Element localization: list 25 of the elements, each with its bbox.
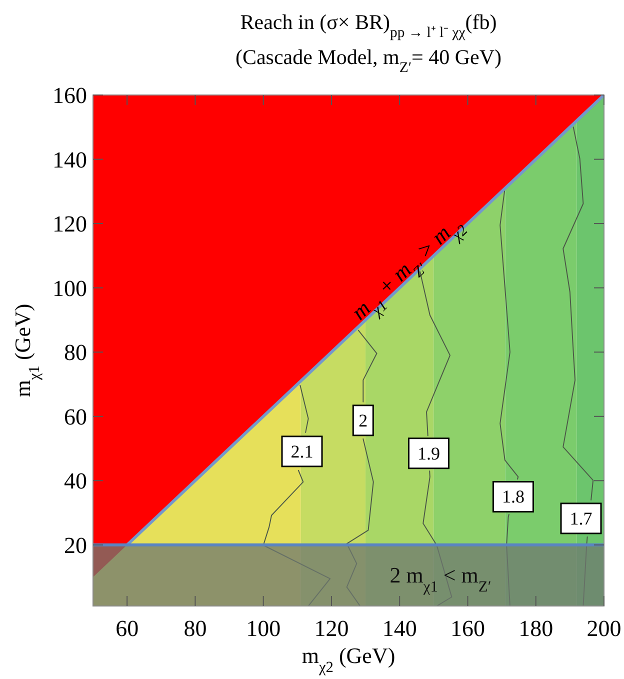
series-label: 1.9 xyxy=(417,443,440,464)
y-tick-label: 20 xyxy=(64,532,87,558)
y-tick-label: 60 xyxy=(64,404,87,430)
y-tick-label: 120 xyxy=(52,212,87,237)
y-tick-label: 100 xyxy=(52,276,87,301)
x-tick-label: 180 xyxy=(518,616,554,641)
y-tick-label: 160 xyxy=(52,83,87,108)
x-tick-label: 80 xyxy=(184,616,207,641)
y-tick-label: 40 xyxy=(64,468,87,494)
x-tick-label: 160 xyxy=(450,616,485,641)
series-label: 1.8 xyxy=(502,486,524,507)
x-tick-label: 200 xyxy=(586,616,622,641)
series-label: 2.1 xyxy=(290,441,314,462)
chart-subtitle: (Cascade Model, m$_{Z′}$= 40 GeV) xyxy=(235,45,502,76)
x-tick-label: 140 xyxy=(382,616,417,641)
series-label: 2 xyxy=(358,410,368,430)
x-tick-label: 100 xyxy=(246,616,281,641)
x-tick-label: 60 xyxy=(116,616,139,641)
x-tick-label: 120 xyxy=(314,616,349,641)
x-axis-title: m$_{χ2}$ (GeV) xyxy=(302,643,396,676)
y-tick-label: 140 xyxy=(52,147,87,172)
chart-title: Reach in (σ× BR)$_{pp → l⁺ l⁻ χχ}$(fb) xyxy=(240,10,497,41)
series-label: 1.7 xyxy=(570,508,592,528)
band-label: 2 m$_{χ1}$ < m$_{Z′}$ xyxy=(390,562,492,595)
y-tick-label: 80 xyxy=(64,340,87,366)
